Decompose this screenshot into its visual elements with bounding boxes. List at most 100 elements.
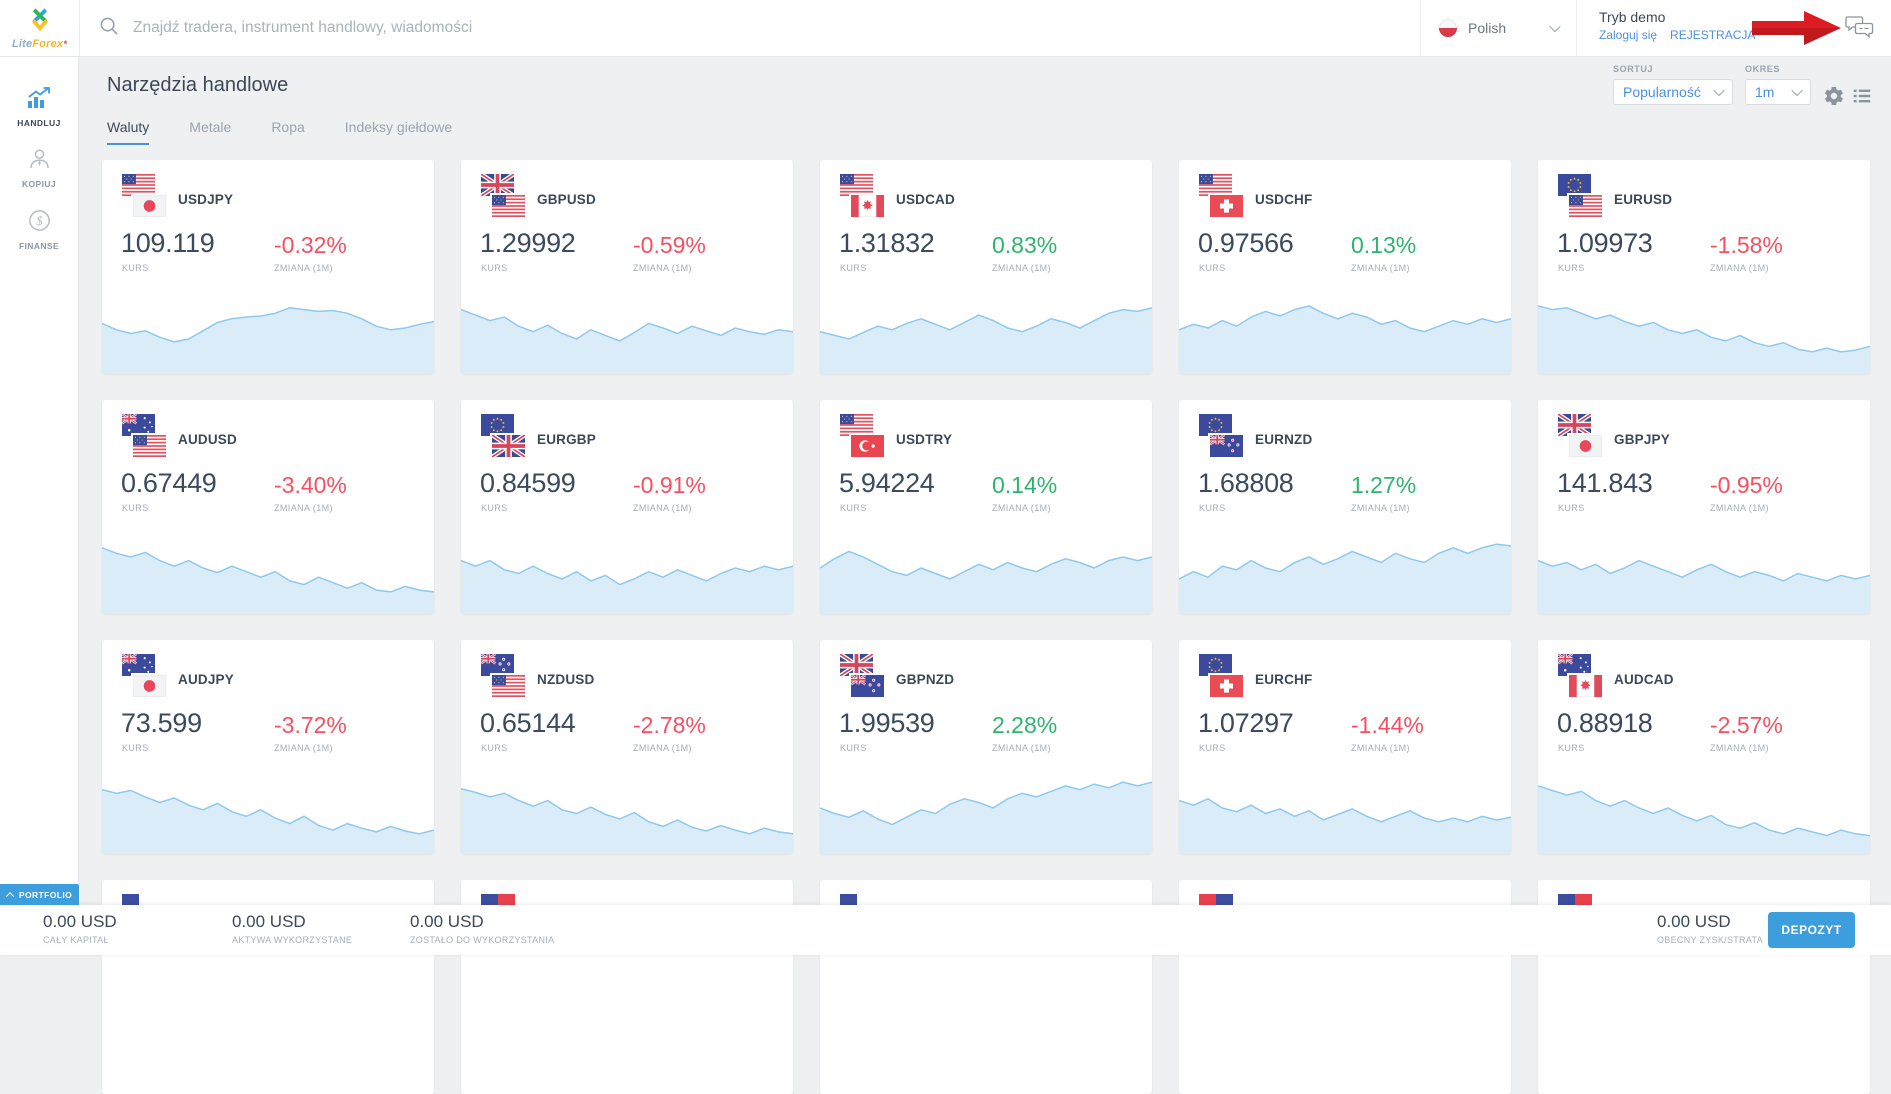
- quote-currency-flag-icon: [1210, 435, 1243, 457]
- currency-pair-flags: [1199, 174, 1245, 219]
- instrument-card-gbpjpy[interactable]: GBPJPY 141.843 KURS -0.95% ZMIANA (1M): [1538, 400, 1870, 614]
- language-selector[interactable]: Polish: [1420, 0, 1577, 56]
- chat-icon[interactable]: [1845, 15, 1875, 45]
- change-label: ZMIANA (1M): [1710, 503, 1769, 513]
- instrument-card-nzdusd[interactable]: NZDUSD 0.65144 KURS -2.78% ZMIANA (1M): [461, 640, 793, 854]
- sparkline-chart: [461, 308, 793, 374]
- currency-pair-flags: [1199, 414, 1245, 459]
- instrument-card-audcad[interactable]: AUDCAD 0.88918 KURS -2.57% ZMIANA (1M): [1538, 640, 1870, 854]
- rate-value: 0.67449: [121, 468, 217, 498]
- top-bar: LiteForex* Polish Tryb demo Zaloguj się R…: [0, 0, 1891, 57]
- portfolio-tab[interactable]: PORTFOLIO: [0, 884, 79, 905]
- sparkline-chart: [1179, 305, 1511, 374]
- base-currency-flag-icon: [1558, 654, 1591, 676]
- instrument-card-eurgbp[interactable]: EURGBP 0.84599 KURS -0.91% ZMIANA (1M): [461, 400, 793, 614]
- chevron-down-icon: [1791, 84, 1803, 97]
- polish-flag-icon: [1439, 19, 1457, 37]
- change-label: ZMIANA (1M): [633, 743, 692, 753]
- svg-text:$: $: [36, 214, 43, 228]
- period-value: 1m: [1755, 84, 1775, 100]
- tab-waluty[interactable]: Waluty: [107, 119, 150, 145]
- change-label: ZMIANA (1M): [1351, 743, 1410, 753]
- sidebar-item-finanse[interactable]: $ FINANSE: [0, 208, 78, 251]
- sparkline-chart: [1179, 543, 1511, 614]
- rate-value: 109.119: [121, 228, 215, 258]
- global-search: [100, 0, 1405, 56]
- liteforex-logo-text: LiteForex*: [11, 37, 68, 50]
- language-label: Polish: [1468, 20, 1507, 36]
- instrument-card-gbpnzd[interactable]: GBPNZD 1.99539 KURS 2.28% ZMIANA (1M): [820, 640, 1152, 854]
- portfolio-stat: 0.00 USD ZOSTAŁO DO WYKORZYSTANIA: [410, 912, 554, 945]
- list-view-icon[interactable]: [1851, 85, 1873, 112]
- change-value: -0.59%: [633, 232, 706, 258]
- rate-label: KURS: [122, 743, 149, 753]
- change-value: -0.32%: [274, 232, 347, 258]
- instrument-card-usdchf[interactable]: USDCHF 0.97566 KURS 0.13% ZMIANA (1M): [1179, 160, 1511, 374]
- change-value: -1.58%: [1710, 232, 1783, 258]
- sparkline-chart: [820, 550, 1152, 614]
- sidebar-item-handluj[interactable]: HANDLUJ: [0, 86, 78, 128]
- tab-indeksy-giełdowe[interactable]: Indeksy giełdowe: [344, 119, 453, 135]
- change-value: -0.95%: [1710, 472, 1783, 498]
- instrument-card-audusd[interactable]: AUDUSD 0.67449 KURS -3.40% ZMIANA (1M): [102, 400, 434, 614]
- sparkline-chart: [102, 547, 434, 614]
- quote-currency-flag-icon: [1569, 195, 1602, 217]
- login-link[interactable]: Zaloguj się: [1599, 28, 1658, 42]
- sparkline-chart: [461, 787, 793, 854]
- rate-value: 1.29992: [480, 228, 576, 258]
- base-currency-flag-icon: [1199, 654, 1232, 676]
- pair-name: AUDCAD: [1614, 672, 1674, 687]
- rate-label: KURS: [1558, 743, 1585, 753]
- chevron-down-icon: [1713, 84, 1725, 97]
- period-dropdown[interactable]: 1m: [1745, 79, 1811, 105]
- deposit-button[interactable]: DEPOZYT: [1768, 912, 1855, 948]
- change-value: -2.57%: [1710, 712, 1783, 738]
- instrument-card-usdcad[interactable]: USDCAD 1.31832 KURS 0.83% ZMIANA (1M): [820, 160, 1152, 374]
- rate-value: 5.94224: [839, 468, 935, 498]
- annotation-arrow: [1750, 8, 1844, 53]
- stat-label: CAŁY KAPITAŁ: [43, 935, 109, 945]
- rate-label: KURS: [1558, 503, 1585, 513]
- instrument-card-eurnzd[interactable]: EURNZD 1.68808 KURS 1.27% ZMIANA (1M): [1179, 400, 1511, 614]
- settings-gear-icon[interactable]: [1823, 85, 1845, 112]
- tab-ropa[interactable]: Ropa: [271, 119, 305, 135]
- instrument-card-usdjpy[interactable]: USDJPY 109.119 KURS -0.32% ZMIANA (1M): [102, 160, 434, 374]
- rate-value: 1.31832: [839, 228, 935, 258]
- rate-value: 0.97566: [1198, 228, 1294, 258]
- rate-value: 73.599: [121, 708, 202, 738]
- search-input[interactable]: [131, 18, 1405, 38]
- instrument-card-eurchf[interactable]: EURCHF 1.07297 KURS -1.44% ZMIANA (1M): [1179, 640, 1511, 854]
- instrument-card-usdtry[interactable]: USDTRY 5.94224 KURS 0.14% ZMIANA (1M): [820, 400, 1152, 614]
- instrument-card-eurusd[interactable]: EURUSD 1.09973 KURS -1.58% ZMIANA (1M): [1538, 160, 1870, 374]
- sparkline-chart: [1538, 305, 1870, 374]
- change-label: ZMIANA (1M): [274, 743, 333, 753]
- instrument-card-gbpusd[interactable]: GBPUSD 1.29992 KURS -0.59% ZMIANA (1M): [461, 160, 793, 374]
- period-control: OKRES 1m: [1745, 64, 1811, 105]
- sidebar-item-label: KOPIUJ: [21, 179, 57, 189]
- rate-value: 1.68808: [1198, 468, 1294, 498]
- change-label: ZMIANA (1M): [274, 263, 333, 273]
- rate-label: KURS: [840, 263, 867, 273]
- sparkline-chart: [820, 781, 1152, 854]
- currency-pair-flags: [122, 174, 168, 219]
- change-label: ZMIANA (1M): [1710, 743, 1769, 753]
- liteforex-logo[interactable]: LiteForex*: [0, 0, 80, 56]
- rate-value: 141.843: [1557, 468, 1653, 498]
- quote-currency-flag-icon: [133, 195, 166, 217]
- quote-currency-flag-icon: [1569, 435, 1602, 457]
- instrument-card-audjpy[interactable]: AUDJPY 73.599 KURS -3.72% ZMIANA (1M): [102, 640, 434, 854]
- change-label: ZMIANA (1M): [1351, 503, 1410, 513]
- quote-currency-flag-icon: [133, 675, 166, 697]
- sidebar-item-kopiuj[interactable]: KOPIUJ: [0, 147, 78, 189]
- sort-dropdown[interactable]: Popularność: [1613, 79, 1733, 105]
- sidebar-item-label: HANDLUJ: [17, 118, 61, 128]
- tab-metale[interactable]: Metale: [189, 119, 232, 135]
- change-value: 0.14%: [992, 472, 1058, 498]
- change-value: -0.91%: [633, 472, 706, 498]
- base-currency-flag-icon: [1199, 174, 1232, 196]
- rate-label: KURS: [1199, 263, 1226, 273]
- pair-name: EURGBP: [537, 432, 596, 447]
- register-link[interactable]: REJESTRACJA: [1670, 28, 1756, 42]
- quote-currency-flag-icon: [492, 195, 525, 217]
- sidebar-item-label: FINANSE: [18, 241, 60, 251]
